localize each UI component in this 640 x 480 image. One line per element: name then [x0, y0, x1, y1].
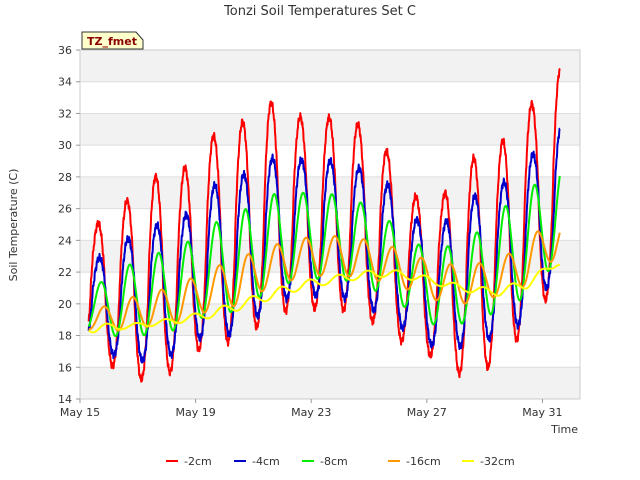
plot-band	[80, 367, 580, 399]
badge-box	[81, 31, 144, 50]
legend-item: -2cm	[166, 455, 212, 468]
badge-label: TZ_fmet	[87, 35, 137, 48]
x-axis-label: Time	[550, 423, 578, 436]
y-tick-label: 36	[58, 44, 72, 57]
y-tick-label: 24	[58, 234, 72, 247]
x-tick-label: May 27	[407, 406, 447, 419]
x-tick-label: May 19	[175, 406, 215, 419]
plot-frame	[79, 49, 581, 400]
legend-label: -2cm	[184, 455, 212, 468]
legend-label: -4cm	[252, 455, 280, 468]
plot-band	[80, 50, 580, 82]
legend-item: -8cm	[302, 455, 348, 468]
legend-label: -32cm	[480, 455, 515, 468]
chart-title: Tonzi Soil Temperatures Set C	[223, 4, 416, 19]
plot-band	[80, 272, 580, 304]
legend-item: -16cm	[388, 455, 441, 468]
y-tick-label: 14	[58, 393, 72, 406]
x-axis-ticks: May 15 May 19 May 23 May 27 May 31	[60, 399, 563, 419]
y-tick-label: 32	[58, 107, 72, 120]
y-axis-ticks: 14 16 18 20 22 24 26 28 30 32 34 36	[58, 44, 80, 406]
legend-item: -4cm	[234, 455, 280, 468]
legend-item: -32cm	[462, 455, 515, 468]
y-tick-label: 28	[58, 171, 72, 184]
series-line-2cm	[87, 68, 561, 383]
x-tick-label: May 23	[291, 406, 331, 419]
plot-band	[80, 335, 580, 368]
y-axis-label: Soil Temperature (C)	[7, 169, 20, 282]
y-tick-label: 34	[58, 76, 72, 89]
series-lines	[87, 68, 561, 383]
legend-label: -16cm	[406, 455, 441, 468]
y-tick-label: 16	[58, 361, 72, 374]
station-badge: TZ_fmet	[81, 31, 144, 50]
legend-label: -8cm	[320, 455, 348, 468]
y-tick-label: 22	[58, 266, 72, 279]
legend: -2cm -4cm -8cm -16cm -32cm	[166, 455, 515, 468]
y-tick-label: 20	[58, 298, 72, 311]
y-tick-label: 30	[58, 139, 72, 152]
x-tick-label: May 15	[60, 406, 100, 419]
plot-band	[80, 81, 580, 114]
x-tick-label: May 31	[522, 406, 562, 419]
series-line-16cm	[88, 230, 561, 332]
y-tick-label: 26	[58, 203, 72, 216]
y-tick-label: 18	[58, 330, 72, 343]
series-line-32cm	[87, 263, 561, 334]
